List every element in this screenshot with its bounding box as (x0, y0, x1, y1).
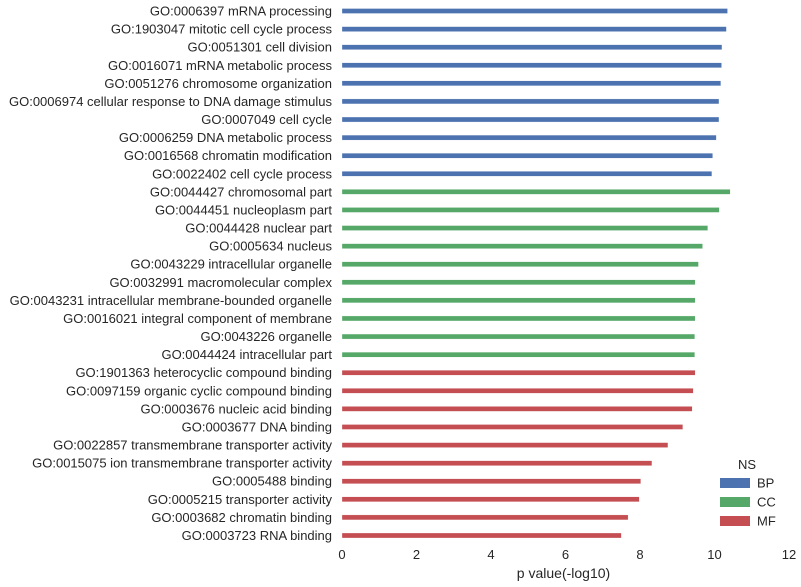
x-tick-label: 8 (636, 547, 643, 562)
category-labels: GO:0006397 mRNA processing GO:1903047 mit… (9, 4, 333, 544)
category-label: GO:0022402 cell cycle process (152, 166, 332, 181)
category-label: GO:0044427 chromosomal part (150, 184, 332, 199)
category-label: GO:0043231 intracellular membrane-bounde… (10, 293, 332, 308)
category-label: GO:0016021 integral component of membran… (63, 311, 332, 326)
bar-mf (341, 424, 683, 430)
category-label: GO:0044451 nucleoplasm part (155, 202, 332, 217)
category-label: GO:0043229 intracellular organelle (130, 257, 332, 272)
category-label: GO:0003723 RNA binding (182, 528, 332, 543)
bar-cc (341, 225, 708, 231)
x-axis: 0 2 4 6 8 10 12 (338, 547, 796, 562)
x-tick-label: 4 (487, 547, 494, 562)
bar-bp (341, 44, 723, 50)
category-label: GO:0007049 cell cycle (201, 112, 332, 127)
category-label: GO:0044428 nuclear part (185, 221, 332, 236)
category-label: GO:0097159 organic cyclic compound bindi… (66, 383, 332, 398)
bar-mf (341, 442, 669, 448)
bar-cc (341, 351, 695, 358)
bar-cc (341, 279, 696, 285)
bar-cc (341, 297, 696, 304)
bar-bp (341, 8, 728, 14)
bar-bp (341, 153, 713, 159)
bar-mf (341, 532, 622, 539)
bar-bp (341, 116, 720, 123)
bar-bp (341, 62, 722, 68)
category-label: GO:0051301 cell division (187, 40, 332, 55)
x-tick-label: 0 (338, 547, 345, 562)
bar-cc (341, 243, 703, 249)
category-label: GO:0043226 organelle (200, 329, 332, 344)
category-label: GO:0003682 chromatin binding (151, 510, 332, 525)
category-label: GO:1901363 heterocyclic compound binding (75, 365, 332, 380)
bars-layer (341, 8, 731, 539)
x-tick-label: 6 (562, 547, 569, 562)
legend-swatch-mf (720, 516, 750, 526)
category-label: GO:0006397 mRNA processing (150, 4, 332, 19)
bar-cc (341, 261, 699, 267)
category-label: GO:0003677 DNA binding (182, 419, 332, 434)
category-label: GO:1903047 mitotic cell cycle process (111, 22, 333, 37)
category-label: GO:0022857 transmembrane transporter act… (53, 438, 332, 453)
legend-label: CC (757, 495, 776, 510)
x-axis-title: p value(-log10) (517, 565, 610, 581)
category-label: GO:0005215 transporter activity (148, 492, 333, 507)
bar-bp (341, 134, 717, 141)
bar-bp (341, 26, 727, 32)
bar-mf (341, 478, 641, 484)
category-label: GO:0044424 intracellular part (161, 347, 332, 362)
bar-cc (341, 333, 695, 340)
bar-bp (341, 98, 720, 105)
category-label: GO:0016071 mRNA metabolic process (108, 58, 332, 73)
category-label: GO:0005488 binding (212, 474, 332, 489)
category-label: GO:0003676 nucleic acid binding (140, 401, 332, 416)
bar-mf (341, 388, 694, 394)
bar-bp (341, 171, 713, 177)
bar-cc (341, 315, 696, 322)
x-tick-label: 10 (707, 547, 721, 562)
bar-cc (341, 207, 720, 213)
legend-title: NS (738, 457, 756, 472)
category-label: GO:0006974 cellular response to DNA dama… (9, 94, 333, 109)
bar-mf (341, 370, 696, 376)
bar-mf (341, 496, 640, 502)
legend-label: MF (757, 514, 776, 529)
bar-bp (341, 80, 721, 86)
bar-mf (341, 460, 653, 466)
bar-mf (341, 406, 693, 412)
legend-swatch-cc (720, 497, 750, 507)
x-tick-label: 2 (413, 547, 420, 562)
category-label: GO:0015075 ion transmembrane transporter… (32, 456, 332, 471)
category-label: GO:0005634 nucleus (209, 239, 332, 254)
legend-label: BP (757, 476, 774, 491)
category-label: GO:0032991 macromolecular complex (109, 275, 332, 290)
x-tick-label: 12 (782, 547, 796, 562)
legend-swatch-bp (720, 478, 750, 488)
bar-mf (341, 514, 629, 521)
category-label: GO:0016568 chromatin modification (124, 148, 332, 163)
category-label: GO:0051276 chromosome organization (104, 76, 332, 91)
bar-cc (341, 189, 731, 195)
category-label: GO:0006259 DNA metabolic process (119, 130, 333, 145)
